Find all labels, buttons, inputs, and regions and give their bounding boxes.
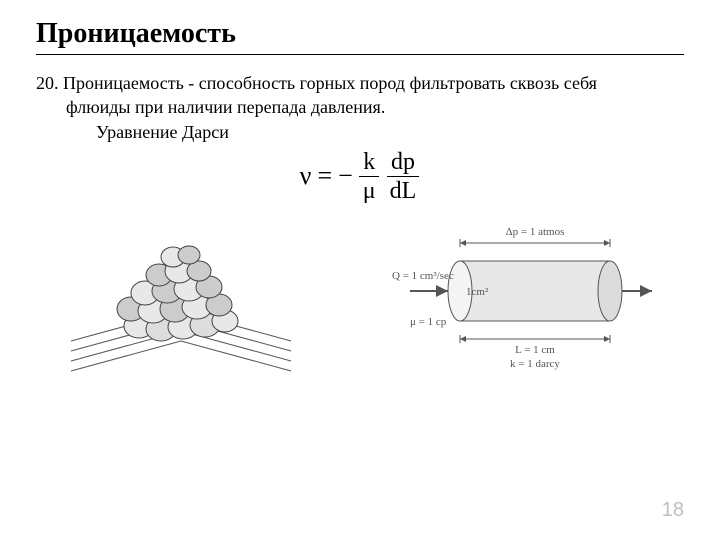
text-line-1: Проницаемость - способность горных пород… [63, 73, 597, 93]
eq-lhs: ν [300, 161, 312, 191]
eq-minus: − [338, 161, 353, 191]
eq-frac1-top: k [359, 150, 379, 177]
eq-equals: = [317, 161, 332, 191]
l-label: L = 1 cm [515, 344, 555, 356]
darcy-equation: ν = − k μ dp dL [36, 150, 684, 203]
title-rule [36, 54, 684, 55]
mu-label: μ = 1 cp [410, 316, 447, 328]
dp-label: Δp = 1 atmos [505, 226, 564, 238]
figure-row: Δp = 1 atmos Q = 1 cm³/sec 1cm² μ = 1 cp [36, 221, 684, 391]
eq-frac1-bot: μ [359, 177, 380, 203]
eq-frac2-bot: dL [386, 177, 421, 203]
text-line-3: Уравнение Дарси [36, 120, 684, 144]
eq-frac-2: dp dL [386, 150, 421, 203]
page-title: Проницаемость [36, 18, 684, 50]
eq-frac2-top: dp [387, 150, 419, 177]
eq-frac-1: k μ [359, 150, 380, 203]
body-text: 20. Проницаемость - способность горных п… [36, 71, 684, 144]
porous-rock-figure [61, 221, 301, 391]
item-number: 20. [36, 73, 59, 93]
text-line-2: флюиды при наличии перепада давления. [36, 95, 684, 119]
darcy-cylinder-figure: Δp = 1 atmos Q = 1 cm³/sec 1cm² μ = 1 cp [370, 221, 660, 391]
k-label: k = 1 darcy [510, 358, 560, 370]
q-label: Q = 1 cm³/sec [392, 270, 454, 282]
page-number: 18 [662, 499, 684, 522]
area-label: 1cm² [466, 286, 489, 298]
